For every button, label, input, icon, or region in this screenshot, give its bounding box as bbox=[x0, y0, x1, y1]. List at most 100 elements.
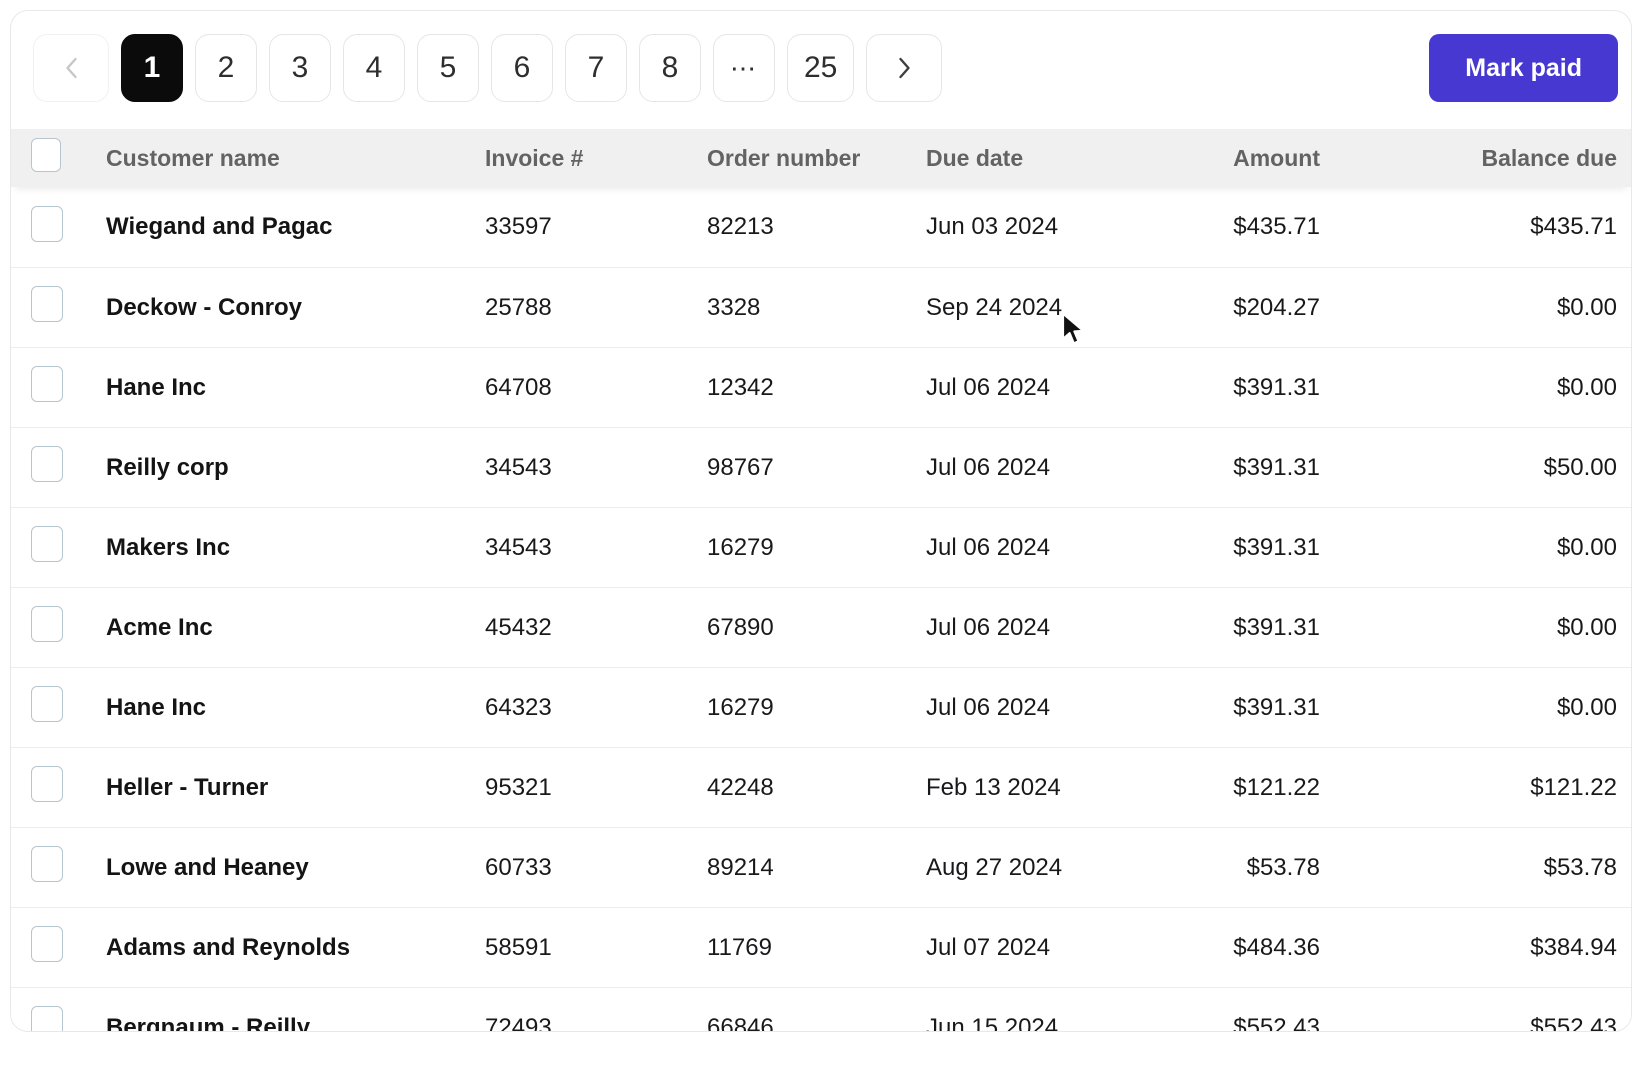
due-date-cell: Jun 03 2024 bbox=[926, 213, 1126, 241]
due-date-cell: Jul 06 2024 bbox=[926, 534, 1126, 562]
page-button[interactable]: 2 bbox=[195, 34, 257, 102]
row-checkbox[interactable] bbox=[31, 286, 63, 322]
row-checkbox[interactable] bbox=[31, 846, 63, 882]
row-checkbox[interactable] bbox=[31, 926, 63, 962]
order-number-cell: 66846 bbox=[707, 1014, 926, 1033]
amount-cell: $552.43 bbox=[1126, 1014, 1325, 1033]
table-row: Bergnaum - Reilly 72493 66846 Jun 15 202… bbox=[11, 987, 1631, 1032]
amount-cell: $391.31 bbox=[1126, 694, 1325, 722]
table-row: Acme Inc 45432 67890 Jul 06 2024 $391.31… bbox=[11, 587, 1631, 667]
column-header-customer-name: Customer name bbox=[106, 145, 485, 172]
table-row: Adams and Reynolds 58591 11769 Jul 07 20… bbox=[11, 907, 1631, 987]
order-number-cell: 67890 bbox=[707, 614, 926, 642]
invoice-number-cell: 58591 bbox=[485, 934, 707, 962]
row-checkbox[interactable] bbox=[31, 366, 63, 402]
mark-paid-button[interactable]: Mark paid bbox=[1429, 34, 1618, 102]
customer-name-cell: Deckow - Conroy bbox=[106, 294, 485, 322]
customer-name-cell: Acme Inc bbox=[106, 614, 485, 642]
order-number-cell: 11769 bbox=[707, 934, 926, 962]
column-header-invoice: Invoice # bbox=[485, 145, 707, 172]
customer-name-cell: Heller - Turner bbox=[106, 774, 485, 802]
customer-name-cell: Hane Inc bbox=[106, 374, 485, 402]
balance-due-cell: $0.00 bbox=[1325, 294, 1631, 322]
amount-cell: $121.22 bbox=[1126, 774, 1325, 802]
page-button[interactable]: 3 bbox=[269, 34, 331, 102]
column-header-amount: Amount bbox=[1126, 145, 1325, 172]
page-button[interactable]: 4 bbox=[343, 34, 405, 102]
amount-cell: $484.36 bbox=[1126, 934, 1325, 962]
page-button[interactable]: 25 bbox=[787, 34, 854, 102]
page-button[interactable]: 8 bbox=[639, 34, 701, 102]
due-date-cell: Aug 27 2024 bbox=[926, 854, 1126, 882]
invoice-number-cell: 33597 bbox=[485, 213, 707, 241]
invoice-number-cell: 64708 bbox=[485, 374, 707, 402]
balance-due-cell: $0.00 bbox=[1325, 374, 1631, 402]
balance-due-cell: $552.43 bbox=[1325, 1014, 1631, 1033]
order-number-cell: 16279 bbox=[707, 534, 926, 562]
amount-cell: $391.31 bbox=[1126, 374, 1325, 402]
order-number-cell: 3328 bbox=[707, 294, 926, 322]
order-number-cell: 89214 bbox=[707, 854, 926, 882]
invoice-number-cell: 45432 bbox=[485, 614, 707, 642]
balance-due-cell: $435.71 bbox=[1325, 213, 1631, 241]
page-button-active[interactable]: 1 bbox=[121, 34, 183, 102]
invoice-number-cell: 72493 bbox=[485, 1014, 707, 1033]
due-date-cell: Jun 15 2024 bbox=[926, 1014, 1126, 1033]
customer-name-cell: Bergnaum - Reilly bbox=[106, 1014, 485, 1033]
table-row: Hane Inc 64323 16279 Jul 06 2024 $391.31… bbox=[11, 667, 1631, 747]
order-number-cell: 12342 bbox=[707, 374, 926, 402]
amount-cell: $391.31 bbox=[1126, 614, 1325, 642]
customer-name-cell: Adams and Reynolds bbox=[106, 934, 485, 962]
row-checkbox[interactable] bbox=[31, 686, 63, 722]
amount-cell: $391.31 bbox=[1126, 534, 1325, 562]
prev-page-button[interactable] bbox=[33, 34, 109, 102]
customer-name-cell: Lowe and Heaney bbox=[106, 854, 485, 882]
due-date-cell: Jul 06 2024 bbox=[926, 454, 1126, 482]
order-number-cell: 16279 bbox=[707, 694, 926, 722]
due-date-cell: Jul 06 2024 bbox=[926, 694, 1126, 722]
balance-due-cell: $0.00 bbox=[1325, 534, 1631, 562]
balance-due-cell: $0.00 bbox=[1325, 614, 1631, 642]
amount-cell: $391.31 bbox=[1126, 454, 1325, 482]
column-header-due-date: Due date bbox=[926, 145, 1126, 172]
order-number-cell: 98767 bbox=[707, 454, 926, 482]
row-checkbox[interactable] bbox=[31, 526, 63, 562]
page-ellipsis-button[interactable]: ⋯ bbox=[713, 34, 775, 102]
chevron-left-icon bbox=[64, 56, 79, 80]
row-checkbox[interactable] bbox=[31, 766, 63, 802]
due-date-cell: Jul 06 2024 bbox=[926, 614, 1126, 642]
row-checkbox[interactable] bbox=[31, 446, 63, 482]
page-button[interactable]: 6 bbox=[491, 34, 553, 102]
table-header: Customer name Invoice # Order number Due… bbox=[11, 129, 1631, 187]
due-date-cell: Feb 13 2024 bbox=[926, 774, 1126, 802]
page-button[interactable]: 7 bbox=[565, 34, 627, 102]
customer-name-cell: Hane Inc bbox=[106, 694, 485, 722]
table-row: Hane Inc 64708 12342 Jul 06 2024 $391.31… bbox=[11, 347, 1631, 427]
amount-cell: $204.27 bbox=[1126, 294, 1325, 322]
invoice-number-cell: 64323 bbox=[485, 694, 707, 722]
pagination: 12345678⋯25 Mark paid bbox=[11, 11, 1631, 129]
select-all-checkbox[interactable] bbox=[31, 138, 61, 172]
table-row: Makers Inc 34543 16279 Jul 06 2024 $391.… bbox=[11, 507, 1631, 587]
balance-due-cell: $384.94 bbox=[1325, 934, 1631, 962]
row-checkbox[interactable] bbox=[31, 606, 63, 642]
row-checkbox[interactable] bbox=[31, 206, 63, 242]
due-date-cell: Jul 07 2024 bbox=[926, 934, 1126, 962]
customer-name-cell: Makers Inc bbox=[106, 534, 485, 562]
row-checkbox[interactable] bbox=[31, 1006, 63, 1032]
column-header-balance-due: Balance due bbox=[1325, 145, 1631, 172]
balance-due-cell: $0.00 bbox=[1325, 694, 1631, 722]
table-body: Wiegand and Pagac 33597 82213 Jun 03 202… bbox=[11, 187, 1631, 1032]
customer-name-cell: Wiegand and Pagac bbox=[106, 213, 485, 241]
amount-cell: $53.78 bbox=[1126, 854, 1325, 882]
page-button[interactable]: 5 bbox=[417, 34, 479, 102]
invoice-number-cell: 60733 bbox=[485, 854, 707, 882]
next-page-button[interactable] bbox=[866, 34, 942, 102]
due-date-cell: Jul 06 2024 bbox=[926, 374, 1126, 402]
table-row: Heller - Turner 95321 42248 Feb 13 2024 … bbox=[11, 747, 1631, 827]
table-row: Lowe and Heaney 60733 89214 Aug 27 2024 … bbox=[11, 827, 1631, 907]
invoices-panel: 12345678⋯25 Mark paid Customer name Invo… bbox=[10, 10, 1632, 1032]
invoice-number-cell: 95321 bbox=[485, 774, 707, 802]
balance-due-cell: $121.22 bbox=[1325, 774, 1631, 802]
table-row: Wiegand and Pagac 33597 82213 Jun 03 202… bbox=[11, 187, 1631, 267]
